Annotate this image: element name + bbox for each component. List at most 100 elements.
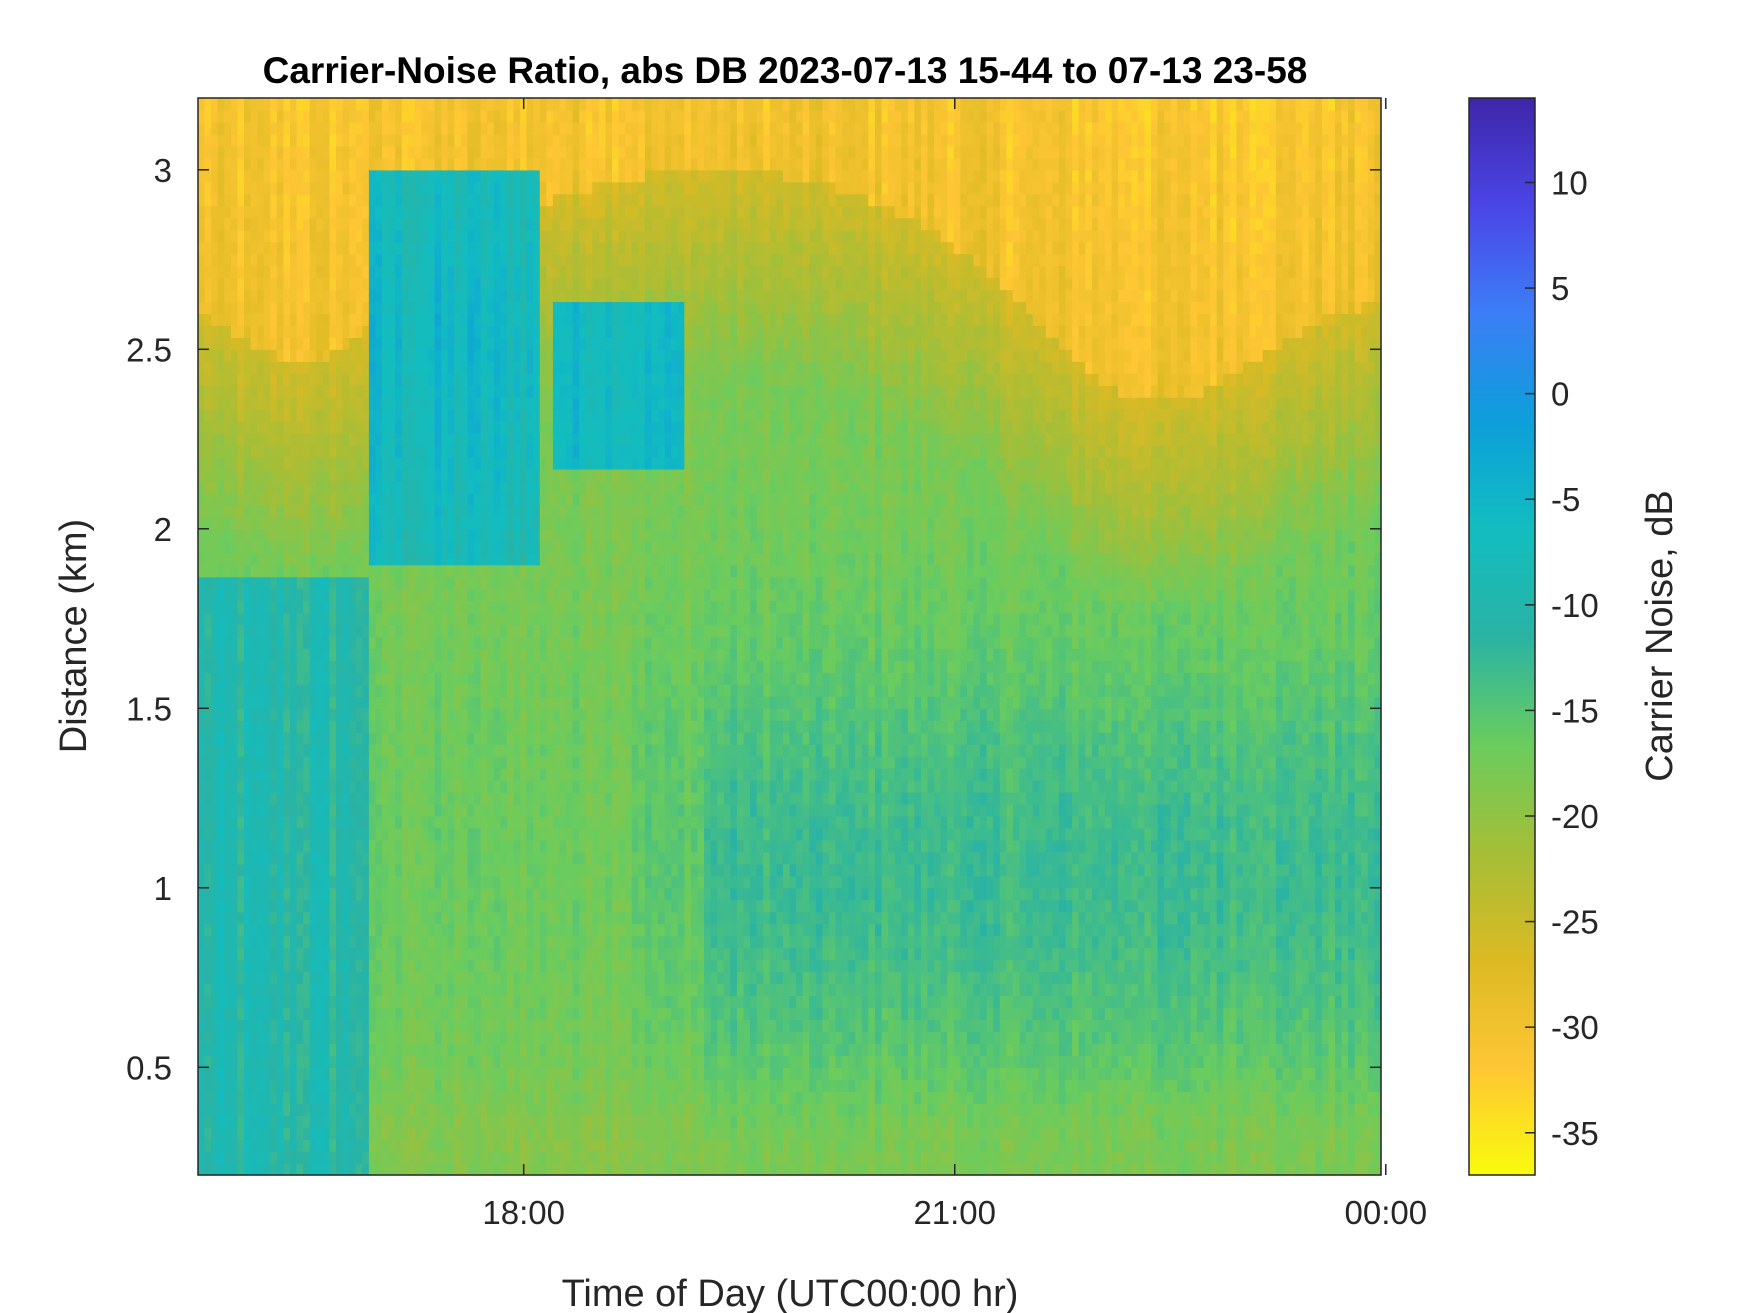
heatmap-cell	[297, 696, 304, 709]
heatmap-cell	[251, 218, 258, 231]
heatmap-cell	[382, 361, 389, 374]
heatmap-cell	[375, 218, 382, 231]
heatmap-cell	[264, 660, 271, 673]
heatmap-cell	[310, 996, 317, 1009]
heatmap-cell	[264, 780, 271, 793]
heatmap-cell	[402, 601, 409, 614]
heatmap-cell	[237, 756, 244, 769]
heatmap-cell	[257, 1019, 264, 1032]
heatmap-cell	[382, 325, 389, 338]
heatmap-cell	[362, 577, 369, 590]
heatmap-cell	[336, 349, 343, 362]
heatmap-cell	[343, 1019, 350, 1032]
heatmap-cell	[237, 672, 244, 685]
heatmap-cell	[389, 541, 396, 554]
heatmap-cell	[251, 852, 258, 865]
heatmap-cell	[237, 960, 244, 973]
heatmap-cell	[343, 385, 350, 398]
heatmap-cell	[343, 110, 350, 123]
heatmap-cell	[375, 864, 382, 877]
heatmap-cell	[375, 984, 382, 997]
heatmap-cell	[402, 828, 409, 841]
heatmap-cell	[343, 1091, 350, 1104]
heatmap-cell	[343, 505, 350, 518]
heatmap-cell	[336, 373, 343, 386]
heatmap-cell	[349, 708, 356, 721]
heatmap-cell	[336, 361, 343, 374]
heatmap-cell	[349, 1151, 356, 1164]
heatmap-cell	[369, 170, 376, 183]
heatmap-cell	[316, 708, 323, 721]
heatmap-cell	[323, 421, 330, 434]
heatmap-cell	[231, 660, 238, 673]
heatmap-cell	[264, 1031, 271, 1044]
heatmap-cell	[349, 421, 356, 434]
heatmap-cell	[231, 1031, 238, 1044]
heatmap-cell	[231, 924, 238, 937]
heatmap-cell	[382, 469, 389, 482]
heatmap-cell	[224, 732, 231, 745]
heatmap-cell	[257, 541, 264, 554]
heatmap-cell	[264, 170, 271, 183]
heatmap-cell	[244, 637, 251, 650]
heatmap-cell	[329, 170, 336, 183]
heatmap-cell	[310, 122, 317, 135]
heatmap-cell	[329, 98, 336, 111]
heatmap-cell	[323, 912, 330, 925]
heatmap-cell	[389, 1115, 396, 1128]
heatmap-cell	[297, 900, 304, 913]
heatmap-cell	[343, 409, 350, 422]
heatmap-cell	[257, 780, 264, 793]
heatmap-cell	[369, 541, 376, 554]
heatmap-cell	[218, 266, 225, 279]
heatmap-cell	[369, 1103, 376, 1116]
heatmap-cell	[218, 936, 225, 949]
heatmap-cell	[290, 146, 297, 159]
heatmap-cell	[270, 505, 277, 518]
heatmap-cell	[316, 912, 323, 925]
heatmap-cell	[224, 601, 231, 614]
heatmap-cell	[237, 529, 244, 542]
heatmap-cell	[336, 864, 343, 877]
heatmap-cell	[356, 313, 363, 326]
heatmap-cell	[264, 421, 271, 434]
heatmap-cell	[257, 1043, 264, 1056]
heatmap-cell	[375, 912, 382, 925]
heatmap-cell	[198, 301, 205, 314]
heatmap-cell	[237, 266, 244, 279]
heatmap-cell	[244, 146, 251, 159]
heatmap-cell	[323, 648, 330, 661]
heatmap-cell	[310, 912, 317, 925]
heatmap-cell	[251, 648, 258, 661]
heatmap-cell	[264, 924, 271, 937]
heatmap-cell	[329, 852, 336, 865]
heatmap-cell	[336, 1019, 343, 1032]
heatmap-cell	[382, 816, 389, 829]
heatmap-cell	[336, 397, 343, 410]
heatmap-cell	[375, 816, 382, 829]
heatmap-cell	[297, 996, 304, 1009]
heatmap-cell	[316, 804, 323, 817]
heatmap-cell	[316, 984, 323, 997]
heatmap-cell	[310, 936, 317, 949]
heatmap-cell	[251, 170, 258, 183]
heatmap-cell	[343, 134, 350, 147]
heatmap-cell	[237, 385, 244, 398]
heatmap-cell	[270, 1127, 277, 1140]
heatmap-cell	[362, 828, 369, 841]
heatmap-cell	[349, 900, 356, 913]
heatmap-cell	[310, 230, 317, 243]
heatmap-cell	[264, 720, 271, 733]
heatmap-cell	[310, 1019, 317, 1032]
heatmap-cell	[329, 325, 336, 338]
heatmap-cell	[329, 182, 336, 195]
heatmap-cell	[270, 361, 277, 374]
heatmap-cell	[395, 1127, 402, 1140]
heatmap-cell	[356, 397, 363, 410]
heatmap-cell	[303, 1079, 310, 1092]
heatmap-cell	[211, 864, 218, 877]
heatmap-cell	[336, 170, 343, 183]
heatmap-cell	[323, 206, 330, 219]
heatmap-cell	[356, 325, 363, 338]
heatmap-cell	[297, 613, 304, 626]
